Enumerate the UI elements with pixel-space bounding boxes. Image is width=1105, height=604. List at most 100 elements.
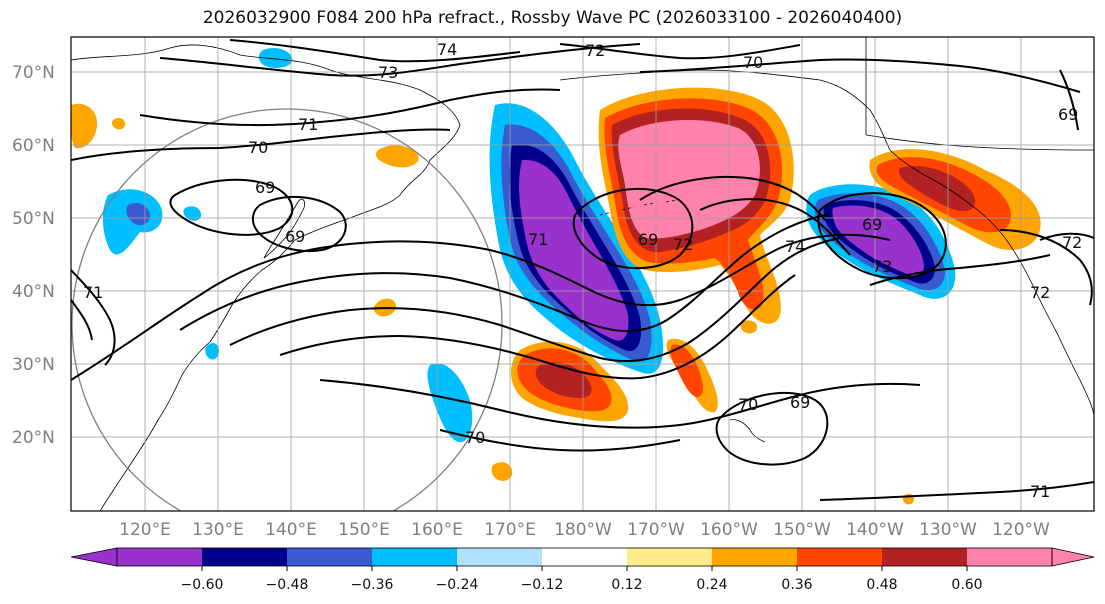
longitude-labels: 120°E 130°E 140°E 150°E 160°E 170°E 180°… xyxy=(119,520,1050,540)
pos-patch-ocean-4 xyxy=(740,320,758,334)
contour-73-east xyxy=(869,254,1051,286)
contour-label-72-a: 72 xyxy=(585,41,605,60)
colorbar-max-arrow xyxy=(1051,547,1095,567)
coast-japan xyxy=(263,198,305,259)
cb-tick-label-8: 0.36 xyxy=(781,577,812,593)
cb-tick-label-7: 0.24 xyxy=(696,577,727,593)
contour-73-east-2 xyxy=(1039,232,1094,241)
cb-tick-label-5: −0.12 xyxy=(521,577,564,593)
contour-72-east xyxy=(999,229,1093,306)
contour-69-far-east xyxy=(1059,69,1079,131)
lon-label-120w: 120°W xyxy=(992,520,1050,540)
contour-71-south xyxy=(819,481,1094,501)
contour-69-alaska-loop xyxy=(572,187,694,270)
contour-label-71-a: 71 xyxy=(298,115,318,134)
colorbar-bin-5 xyxy=(457,548,542,566)
colorbar-bin-8 xyxy=(712,548,797,566)
pos-patch-central-red xyxy=(670,344,703,397)
colorbar-frame xyxy=(116,547,1053,567)
contour-69-east-loop xyxy=(817,192,947,280)
contour-label-69-a: 69 xyxy=(255,178,275,197)
cb-tick-label-2: −0.48 xyxy=(266,577,309,593)
contour-label-71-d: 71 xyxy=(1030,482,1050,501)
colorbar: −0.60 −0.48 −0.36 −0.24 −0.12 0.12 0.24 … xyxy=(70,547,1095,593)
contour-69-west-loop xyxy=(169,178,294,236)
contour-label-71-b: 71 xyxy=(528,230,548,249)
lon-label-150w: 150°W xyxy=(773,520,831,540)
pos-patch-west xyxy=(71,103,98,149)
contour-label-70-d: 70 xyxy=(465,428,485,447)
contour-label-70-a: 70 xyxy=(743,53,763,72)
contour-label-69-b: 69 xyxy=(285,227,305,246)
pos-patch-ocean-3 xyxy=(111,117,125,130)
contour-label-74-b: 74 xyxy=(785,237,805,256)
contour-label-69-f: 69 xyxy=(1058,105,1078,124)
contour-74-north xyxy=(229,39,521,63)
neg-patch-small-1 xyxy=(183,206,202,221)
lon-label-160w: 160°W xyxy=(700,520,758,540)
lat-label-50n: 50°N xyxy=(12,209,55,229)
neg-patch-subtropical xyxy=(427,363,473,443)
contour-72-trough xyxy=(179,213,831,332)
contour-69-hawaii-loop xyxy=(715,391,829,466)
map-frame xyxy=(70,36,1095,512)
gridlines xyxy=(71,37,1094,511)
cb-tick-label-9: 0.48 xyxy=(866,577,897,593)
contour-label-71-c: 71 xyxy=(83,283,103,302)
contour-label-70-b: 70 xyxy=(248,138,268,157)
lon-label-180w: 180°W xyxy=(554,520,612,540)
contour-71-trough xyxy=(71,233,891,381)
contour-74-trough xyxy=(279,274,796,380)
map-title: 2026032900 F084 200 hPa refract., Rossby… xyxy=(202,8,903,28)
colorbar-bin-2 xyxy=(202,548,287,566)
cb-tick-label-6: 0.12 xyxy=(611,577,642,593)
neg-patch-east-asia-core xyxy=(126,203,150,226)
contour-label-69-d: 69 xyxy=(862,215,882,234)
lon-label-170w: 170°W xyxy=(627,520,685,540)
pos-patch-kamchatka xyxy=(375,145,419,168)
cb-tick-label-1: −0.60 xyxy=(181,577,224,593)
lat-label-20n: 20°N xyxy=(12,428,55,448)
coast-hawaii xyxy=(729,419,766,443)
neg-patch-small-2 xyxy=(205,342,220,360)
contour-70-south xyxy=(439,429,681,452)
pos-region-nw-dark xyxy=(899,165,976,211)
lat-label-30n: 30°N xyxy=(12,355,55,375)
contour-71-west-edge xyxy=(71,269,116,366)
latitude-labels: 70°N 60°N 50°N 40°N 30°N 20°N xyxy=(12,63,55,448)
coast-east-asia xyxy=(71,44,461,511)
refractivity-contours xyxy=(71,39,1094,501)
pos-patch-ocean-2 xyxy=(491,462,513,481)
contour-72-west-edge xyxy=(71,299,93,341)
contour-label-69-e: 69 xyxy=(790,393,810,412)
lon-label-170e: 170°E xyxy=(484,520,536,540)
colorbar-bin-7 xyxy=(627,548,712,566)
lon-label-160e: 160°E xyxy=(411,520,463,540)
lat-label-60n: 60°N xyxy=(12,136,55,156)
colorbar-min-arrow xyxy=(70,547,118,567)
contour-70-west xyxy=(71,128,451,161)
lat-label-40n: 40°N xyxy=(12,282,55,302)
colorbar-bin-11 xyxy=(967,548,1052,566)
contour-label-72-c: 72 xyxy=(1030,283,1050,302)
colorbar-bin-4 xyxy=(372,548,457,566)
contour-labels: 74 72 73 70 71 70 69 69 71 69 72 74 69 7… xyxy=(83,40,1082,501)
contour-70-subtropic xyxy=(319,379,921,429)
contour-label-70-c: 70 xyxy=(738,395,758,414)
colorbar-bin-9 xyxy=(797,548,882,566)
contour-72-north xyxy=(559,43,801,60)
colorbar-bin-10 xyxy=(882,548,967,566)
cb-tick-label-3: −0.36 xyxy=(351,577,394,593)
colorbar-bin-6 xyxy=(542,548,627,566)
coast-aleutians xyxy=(599,199,679,216)
contour-71-north xyxy=(139,88,561,127)
lon-label-140w: 140°W xyxy=(846,520,904,540)
contour-69-japan-loop xyxy=(252,195,347,252)
contour-label-72-d: 72 xyxy=(1062,233,1082,252)
contour-label-72-b: 72 xyxy=(673,235,693,254)
lon-label-120e: 120°E xyxy=(119,520,171,540)
cb-tick-label-4: −0.24 xyxy=(436,577,479,593)
cb-tick-label-10: 0.60 xyxy=(951,577,982,593)
contour-label-73-b: 73 xyxy=(872,257,892,276)
